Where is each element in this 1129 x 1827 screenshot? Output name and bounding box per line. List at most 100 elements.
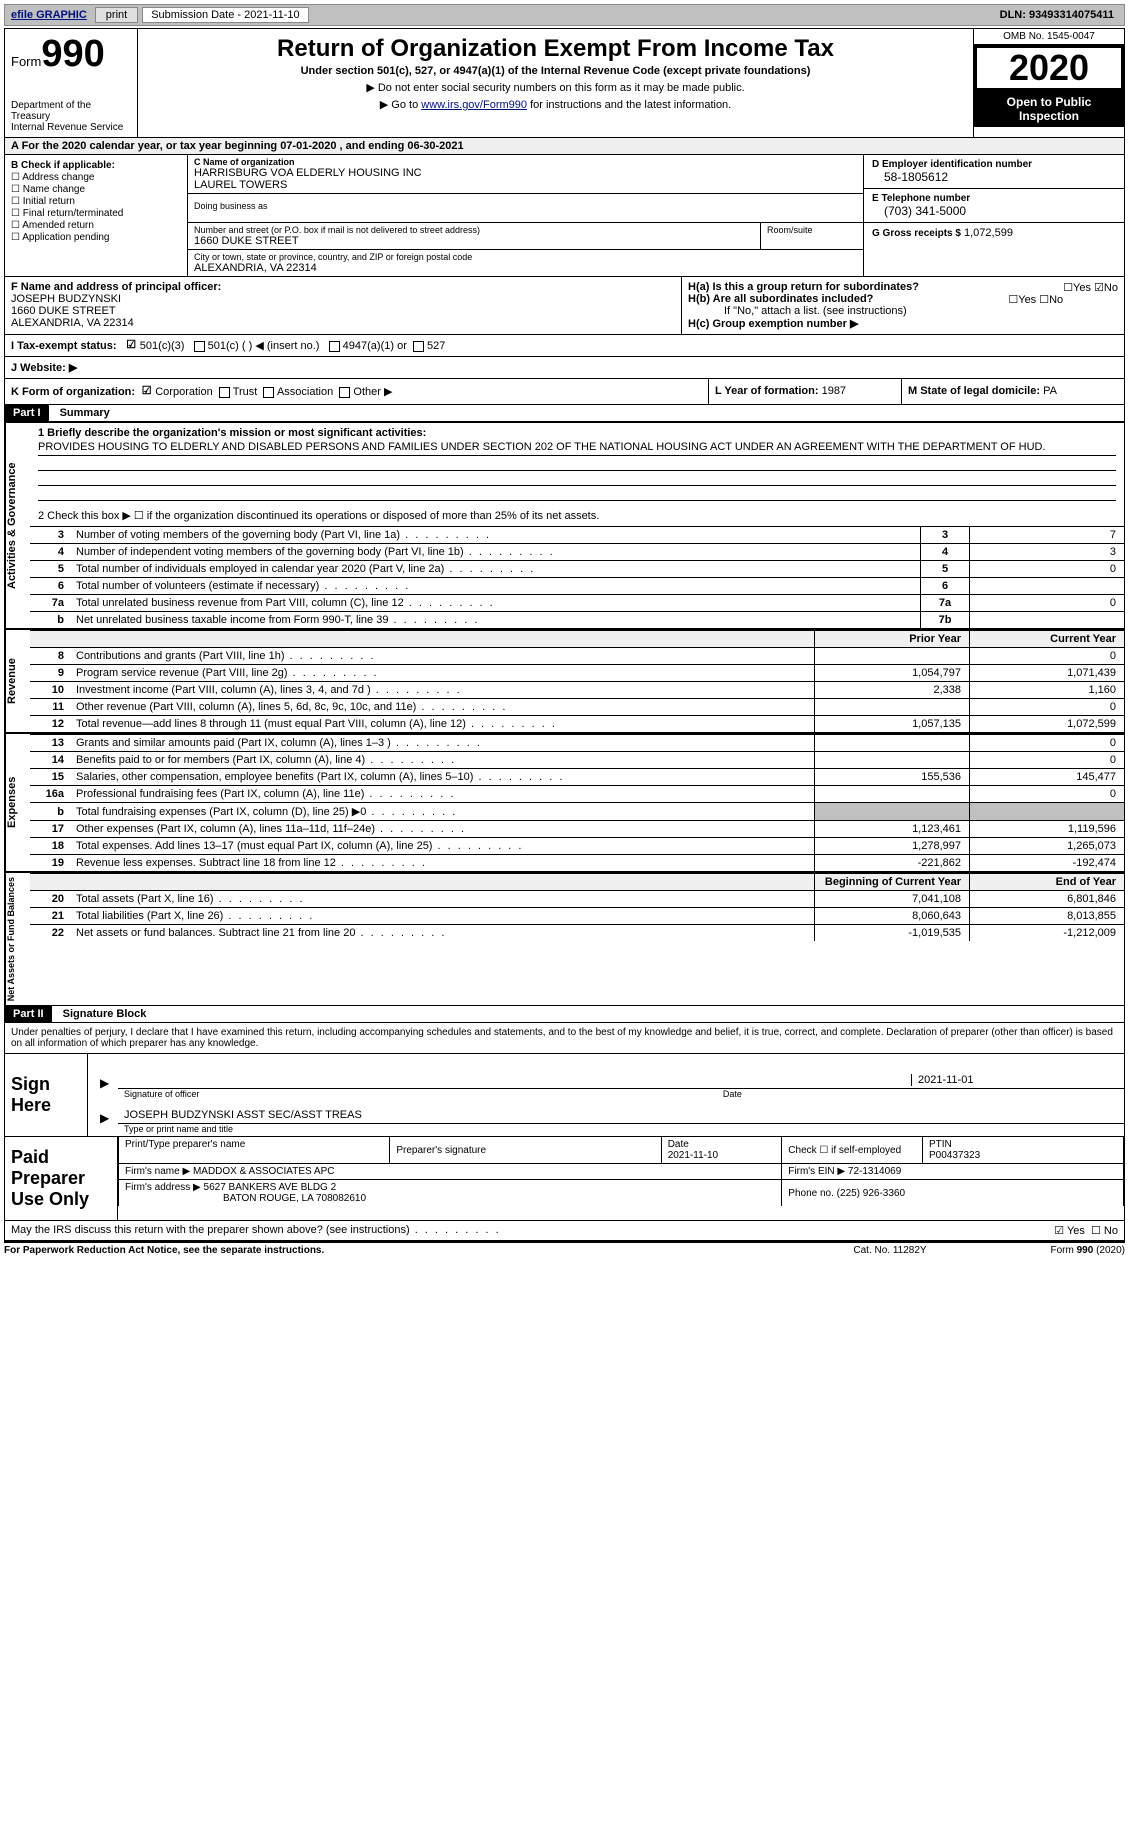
table-row: bNet unrelated business taxable income f… [30,612,1124,629]
form-org-label: K Form of organization: [11,386,135,398]
open-to-public: Open to Public Inspection [974,91,1124,127]
form-title-block: Return of Organization Exempt From Incom… [138,29,973,137]
vert-governance: Activities & Governance [5,423,30,628]
firm-addr2: BATON ROUGE, LA 708082610 [125,1193,366,1204]
header-right: OMB No. 1545-0047 2020 Open to Public In… [973,29,1124,137]
firm-addr1: 5627 BANKERS AVE BLDG 2 [204,1182,337,1193]
room-label: Room/suite [767,225,857,235]
firm-ein-label: Firm's EIN ▶ [788,1166,845,1177]
year-formation-value: 1987 [822,385,846,397]
firm-phone-label: Phone no. [788,1188,834,1199]
vert-expenses: Expenses [5,734,30,871]
expenses-section: Expenses 13Grants and similar amounts pa… [5,732,1124,871]
discuss-yes[interactable]: ☑ Yes [1054,1224,1085,1237]
net-assets-table: Beginning of Current Year End of Year 20… [30,873,1124,941]
chk-trust[interactable] [219,387,230,398]
preparer-block: Paid Preparer Use Only Print/Type prepar… [5,1136,1124,1220]
prep-date-label: Date [668,1139,776,1150]
gross-receipts-label: G Gross receipts $ [872,228,961,239]
chk-address-change[interactable]: Address change [11,172,181,183]
part-ii-title: Signature Block [55,1006,155,1022]
form-header: Form990 Department of the TreasuryIntern… [5,29,1124,138]
governance-section: Activities & Governance 1 Briefly descri… [5,421,1124,628]
table-row: 11Other revenue (Part VIII, column (A), … [30,699,1124,716]
revenue-section: Revenue Prior Year Current Year 8Contrib… [5,628,1124,732]
chk-corporation[interactable]: ☑ [141,387,152,398]
table-row: 22Net assets or fund balances. Subtract … [30,925,1124,942]
print-button[interactable]: print [95,7,138,23]
block-k: K Form of organization: ☑ Corporation Tr… [5,379,709,404]
ha-yes[interactable]: ☐Yes [1063,282,1091,294]
table-row: 19Revenue less expenses. Subtract line 1… [30,855,1124,872]
city-value: ALEXANDRIA, VA 22314 [194,262,857,274]
footer-mid: Cat. No. 11282Y [815,1245,965,1256]
table-row: bTotal fundraising expenses (Part IX, co… [30,803,1124,821]
chk-527[interactable] [413,341,424,352]
mission-text: PROVIDES HOUSING TO ELDERLY AND DISABLED… [38,439,1116,456]
table-row: 15Salaries, other compensation, employee… [30,769,1124,786]
prep-self-employed[interactable]: Check ☐ if self-employed [782,1137,923,1164]
ein-label: D Employer identification number [872,159,1116,170]
chk-amended-return[interactable]: Amended return [11,220,181,231]
discuss-no[interactable]: ☐ No [1091,1224,1118,1237]
preparer-label: Paid Preparer Use Only [5,1137,118,1220]
officer-addr2: ALEXANDRIA, VA 22314 [11,317,675,329]
chk-501c3[interactable]: ☑ [126,341,137,352]
prep-date-value: 2021-11-10 [668,1150,776,1161]
discuss-row: May the IRS discuss this return with the… [5,1220,1124,1240]
table-row: 16aProfessional fundraising fees (Part I… [30,786,1124,803]
chk-501c[interactable] [194,341,205,352]
year-formation-label: L Year of formation: [715,385,819,397]
state-domicile-value: PA [1043,385,1057,397]
chk-initial-return[interactable]: Initial return [11,196,181,207]
opt-corporation: Corporation [155,386,212,398]
table-row: 6Total number of volunteers (estimate if… [30,578,1124,595]
block-c: C Name of organization HARRISBURG VOA EL… [188,155,863,276]
hb-yes[interactable]: ☐Yes [1008,294,1036,306]
org-name-1: HARRISBURG VOA ELDERLY HOUSING INC [194,167,857,179]
chk-name-change[interactable]: Name change [11,184,181,195]
table-row: 14Benefits paid to or for members (Part … [30,752,1124,769]
table-row: 21Total liabilities (Part X, line 26)8,0… [30,908,1124,925]
efile-link[interactable]: efile GRAPHIC [7,9,91,21]
table-row: 20Total assets (Part X, line 16)7,041,10… [30,891,1124,908]
preparer-table: Print/Type preparer's name Preparer's si… [118,1137,1124,1206]
tax-year: 2020 [977,48,1121,88]
chk-4947[interactable] [329,341,340,352]
opt-501c: 501(c) ( ) ◀ (insert no.) [208,340,320,352]
officer-addr1: 1660 DUKE STREET [11,305,675,317]
block-deg: D Employer identification number 58-1805… [863,155,1124,276]
instructions-link[interactable]: www.irs.gov/Form990 [421,99,527,111]
form-prefix: Form [11,54,41,69]
chk-final-return[interactable]: Final return/terminated [11,208,181,219]
block-b: B Check if applicable: Address change Na… [5,155,188,276]
table-row: 10Investment income (Part VIII, column (… [30,682,1124,699]
form-subtitle2a: ▶ Do not enter social security numbers o… [146,81,965,94]
chk-application-pending[interactable]: Application pending [11,232,181,243]
chk-other[interactable] [339,387,350,398]
ha-label: H(a) Is this a group return for subordin… [688,281,919,293]
hb-label: H(b) Are all subordinates included? [688,293,873,305]
form-title: Return of Organization Exempt From Incom… [146,35,965,63]
org-name-label: C Name of organization [194,157,857,167]
block-h: H(a) Is this a group return for subordin… [682,277,1124,334]
hb-no[interactable]: ☐No [1039,294,1063,306]
instr-suffix: for instructions and the latest informat… [527,99,731,111]
ha-no[interactable]: ☑No [1094,282,1118,294]
signature-date: 2021-11-01 [911,1074,1118,1086]
part-i-title: Summary [52,405,118,421]
officer-signature[interactable] [124,1074,911,1086]
tax-year-box: 2020 [974,45,1124,91]
part-ii-label: Part II [5,1006,52,1022]
period-line: A For the 2020 calendar year, or tax yea… [5,138,1124,155]
ptin-value: P00437323 [929,1150,1117,1161]
date-caption: Date [723,1089,742,1099]
blocks-klm: K Form of organization: ☑ Corporation Tr… [5,378,1124,404]
chk-association[interactable] [263,387,274,398]
table-row: 12Total revenue—add lines 8 through 11 (… [30,716,1124,733]
block-i: I Tax-exempt status: ☑ 501(c)(3) 501(c) … [5,334,1124,356]
table-row: 3Number of voting members of the governi… [30,527,1124,544]
line1-label: 1 Briefly describe the organization's mi… [38,427,426,439]
name-caption: Type or print name and title [118,1124,1124,1134]
block-f: F Name and address of principal officer:… [5,277,682,334]
